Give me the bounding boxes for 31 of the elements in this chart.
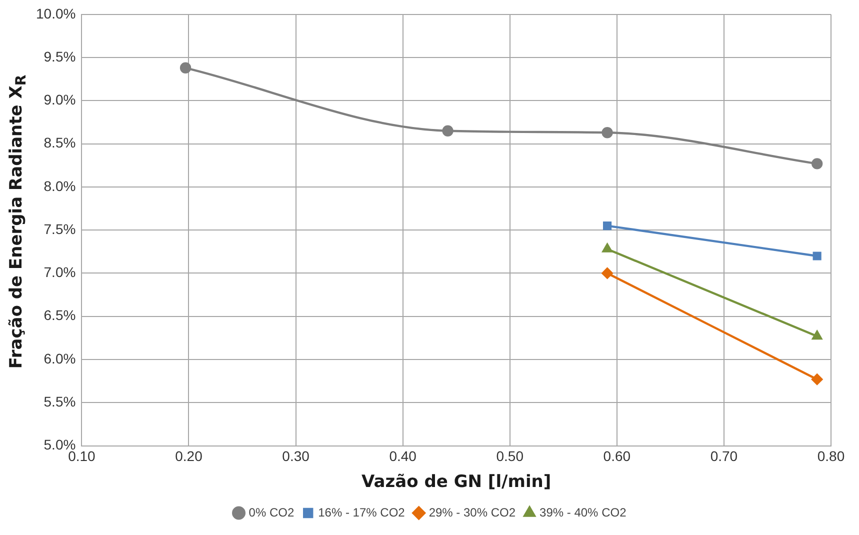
x-tick-label: 0.50 bbox=[496, 448, 524, 464]
y-tick-label: 6.5% bbox=[44, 307, 76, 324]
point bbox=[811, 374, 823, 385]
point bbox=[811, 158, 823, 170]
x-tick-label: 0.70 bbox=[710, 448, 738, 464]
legend-label: 39% - 40% CO2 bbox=[540, 505, 627, 520]
legend-label: 16% - 17% CO2 bbox=[318, 505, 406, 520]
x-tick-label: 0.60 bbox=[603, 448, 631, 464]
x-tick-label: 0.80 bbox=[817, 448, 845, 464]
y-tick-label: 6.0% bbox=[44, 350, 76, 366]
x-tick-label: 0.20 bbox=[175, 448, 203, 464]
y-tick-label: 9.0% bbox=[44, 92, 76, 108]
x-tick-label: 0.10 bbox=[68, 448, 96, 464]
x-tick-label: 0.40 bbox=[389, 448, 417, 464]
x-tick-label: 0.30 bbox=[282, 448, 310, 464]
y-tick-label: 7.0% bbox=[44, 264, 76, 280]
x-axis-title: Vazão de GN [l/min] bbox=[362, 472, 552, 492]
point bbox=[603, 222, 612, 230]
y-tick-label: 7.5% bbox=[44, 220, 76, 237]
legend-label: 29% - 30% CO2 bbox=[428, 505, 516, 520]
y-tick-label: 5.5% bbox=[44, 394, 76, 410]
y-tick-label: 8.5% bbox=[44, 134, 76, 151]
point bbox=[442, 125, 454, 136]
point bbox=[812, 252, 822, 260]
y-tick-label: 9.5% bbox=[44, 48, 76, 64]
point bbox=[180, 62, 192, 74]
point bbox=[602, 127, 613, 138]
y-tick-label: 10.0% bbox=[36, 5, 76, 22]
legend-label: 0% CO2 bbox=[248, 505, 294, 520]
y-tick-label: 8.0% bbox=[44, 178, 76, 194]
point bbox=[602, 268, 613, 279]
